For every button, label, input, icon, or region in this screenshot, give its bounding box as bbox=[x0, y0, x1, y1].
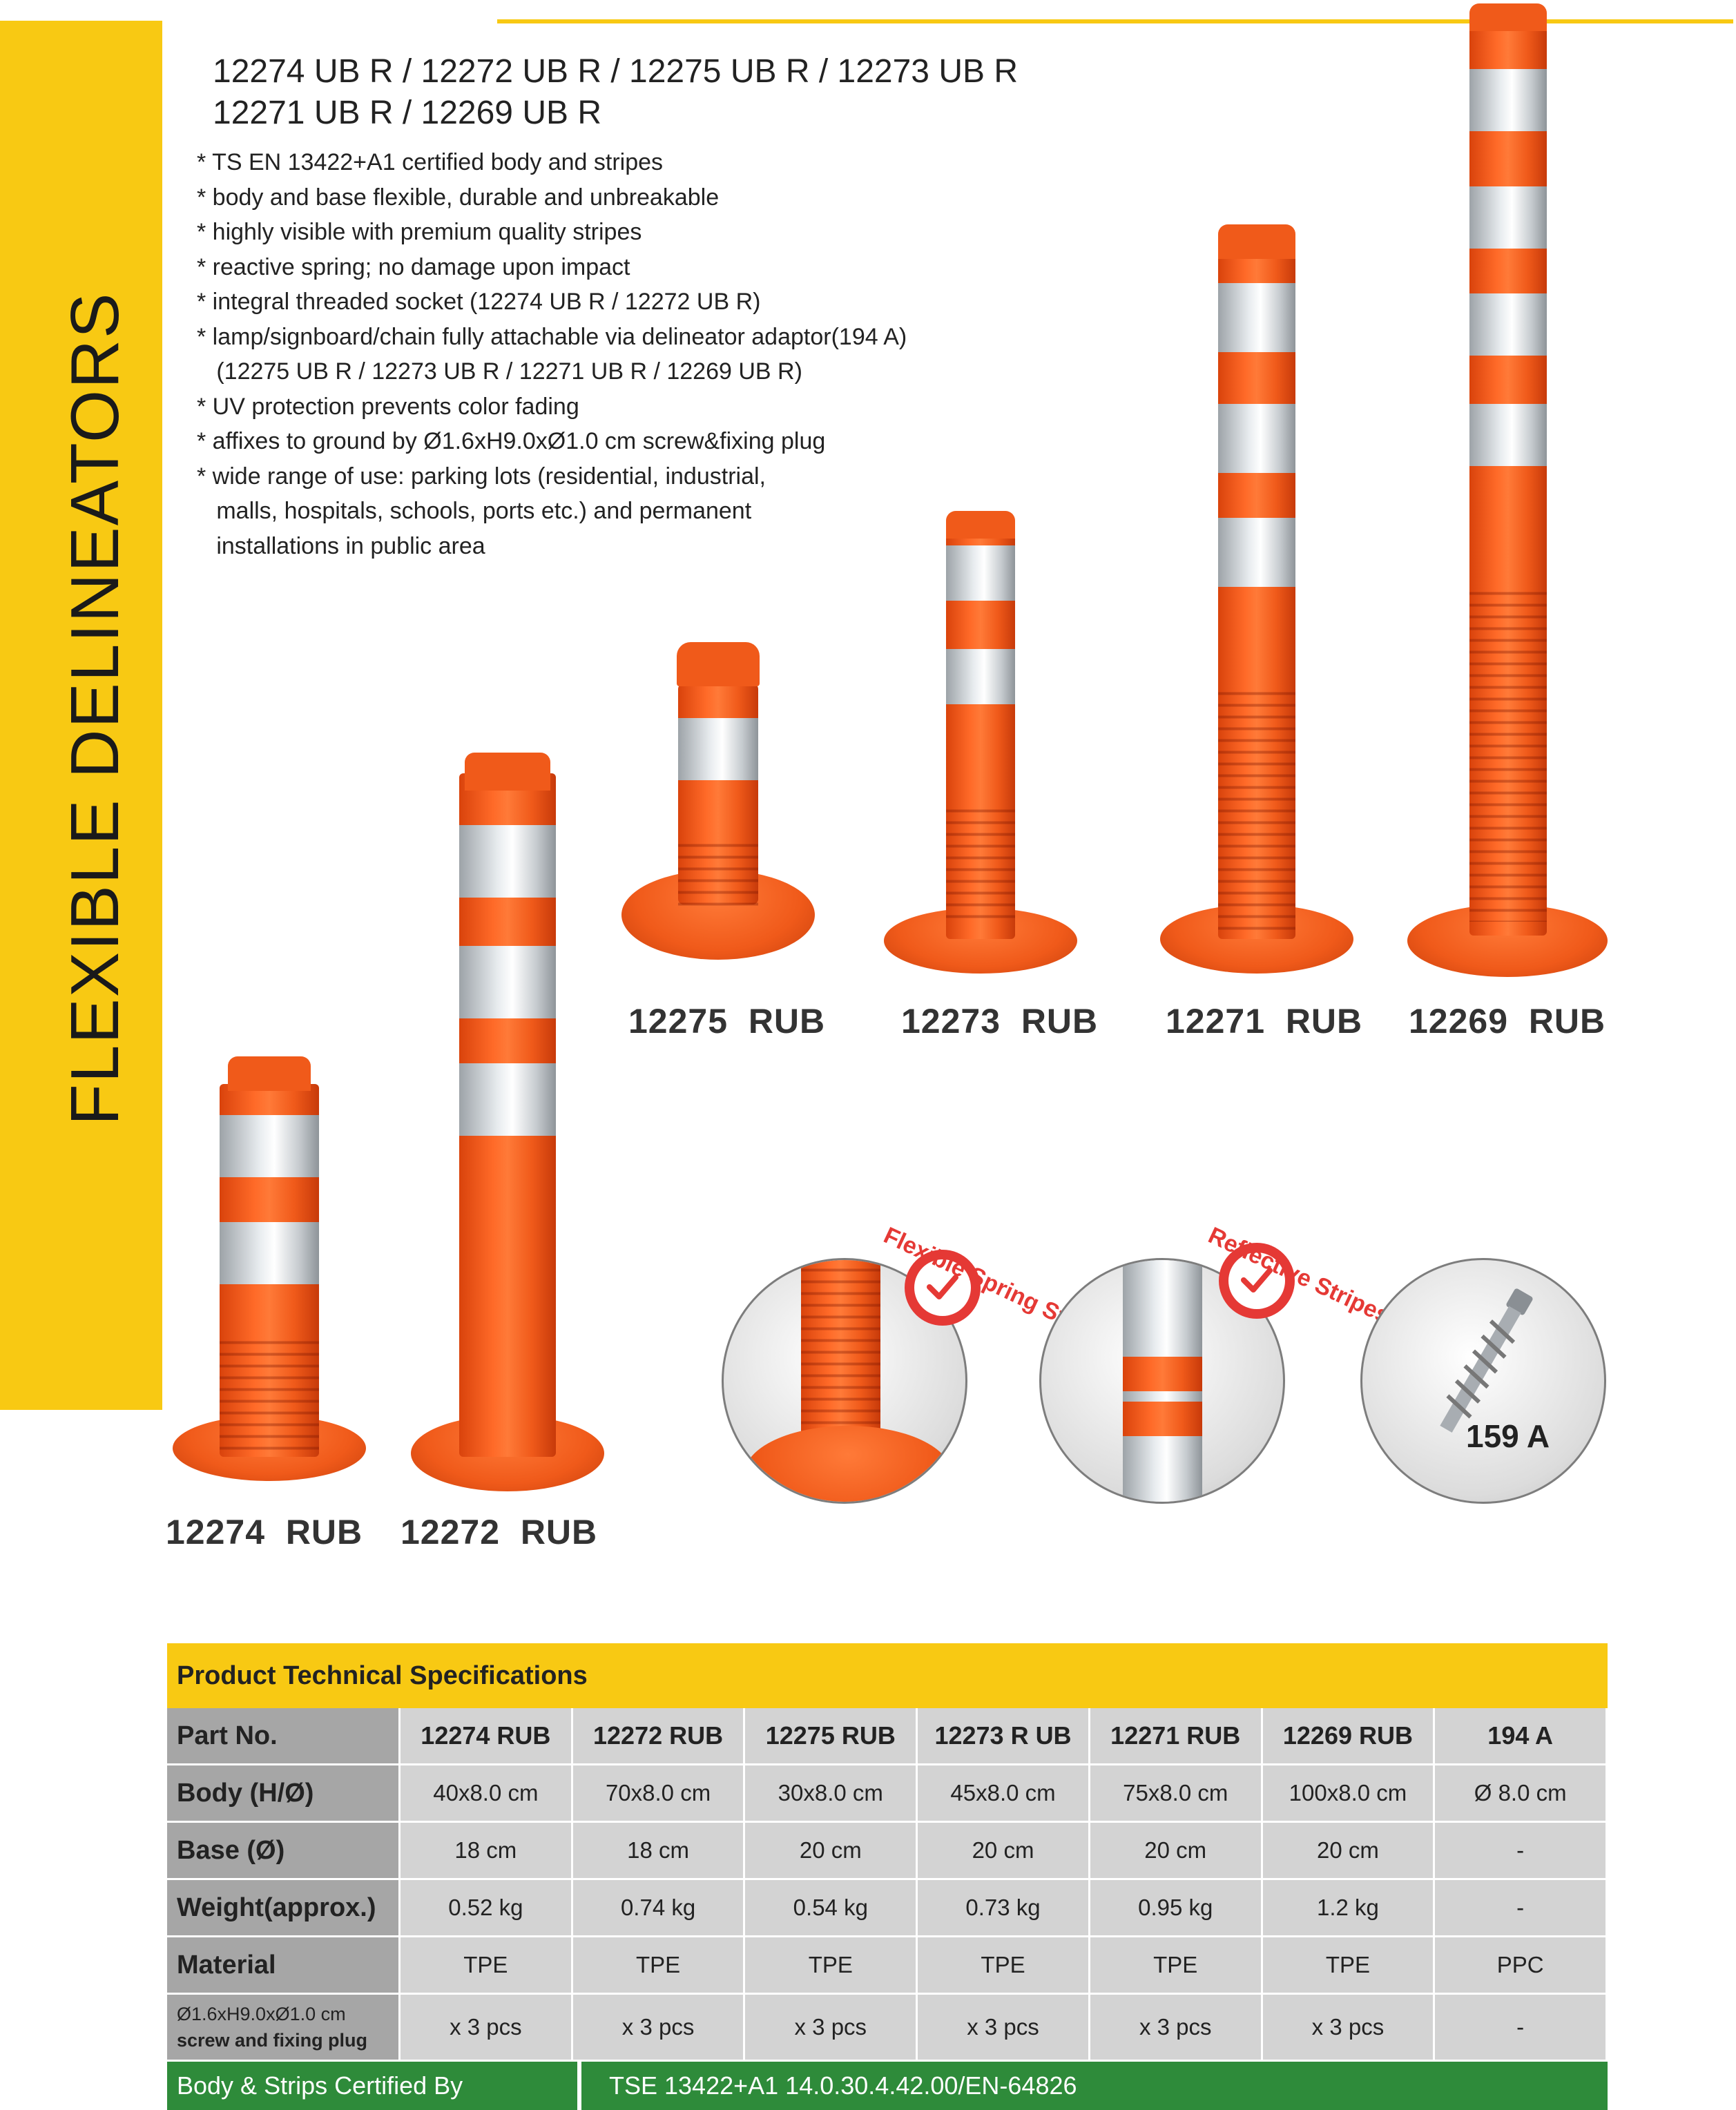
table-cell: 20 cm bbox=[1262, 1823, 1436, 1878]
table-cell: - bbox=[1435, 1995, 1608, 2060]
table-cell: 40x8.0 cm bbox=[401, 1765, 573, 1821]
row-label: Weight(approx.) bbox=[167, 1880, 401, 1935]
product-label-12274: 12274 RUB bbox=[166, 1513, 363, 1551]
feature-item: * integral threaded socket (12274 UB R /… bbox=[197, 289, 761, 315]
table-cell: 0.95 kg bbox=[1090, 1880, 1263, 1935]
cert-value: TSE 13422+A1 14.0.30.4.42.00/EN-64826 bbox=[581, 2062, 1608, 2110]
cert-label: Body & Strips Certified By bbox=[167, 2062, 581, 2110]
product-label-12271: 12271 RUB bbox=[1166, 1002, 1363, 1041]
table-cell: 194 A bbox=[1435, 1708, 1608, 1763]
table-cell: x 3 pcs bbox=[572, 1995, 746, 2060]
top-rule bbox=[497, 19, 1733, 23]
models-heading: 12274 UB R / 12272 UB R / 12275 UB R / 1… bbox=[213, 51, 1018, 134]
table-cell: TPE bbox=[572, 1937, 746, 1993]
table-cell: 12274 RUB bbox=[401, 1708, 573, 1763]
table-row: Ø1.6xH9.0xØ1.0 cm screw and fixing plug … bbox=[167, 1995, 1608, 2062]
product-image-12271 bbox=[1160, 224, 1353, 974]
row-label: Material bbox=[167, 1937, 401, 1993]
check-badge-icon bbox=[1219, 1243, 1295, 1319]
table-cell: x 3 pcs bbox=[1262, 1995, 1436, 2060]
product-image-12273 bbox=[884, 511, 1077, 974]
table-cell: 30x8.0 cm bbox=[745, 1765, 918, 1821]
spec-table: Product Technical Specifications Part No… bbox=[167, 1643, 1608, 2110]
table-cell: 20 cm bbox=[1090, 1823, 1263, 1878]
table-cell: 12269 RUB bbox=[1262, 1708, 1436, 1763]
models-line-1: 12274 UB R / 12272 UB R / 12275 UB R / 1… bbox=[213, 53, 1018, 90]
feature-item: * highly visible with premium quality st… bbox=[197, 219, 642, 245]
table-cell: 70x8.0 cm bbox=[572, 1765, 746, 1821]
table-cell: TPE bbox=[745, 1937, 918, 1993]
table-cell: TPE bbox=[1090, 1937, 1263, 1993]
table-cell: 0.54 kg bbox=[745, 1880, 918, 1935]
table-cell: 75x8.0 cm bbox=[1090, 1765, 1263, 1821]
table-cell: x 3 pcs bbox=[401, 1995, 573, 2060]
table-cell: - bbox=[1435, 1880, 1608, 1935]
table-cell: 18 cm bbox=[401, 1823, 573, 1878]
table-row: Material TPE TPE TPE TPE TPE TPE PPC bbox=[167, 1937, 1608, 1995]
feature-item: * wide range of use: parking lots (resid… bbox=[197, 463, 766, 490]
table-cell: - bbox=[1435, 1823, 1608, 1878]
table-cell: 0.74 kg bbox=[572, 1880, 746, 1935]
feature-item: * body and base flexible, durable and un… bbox=[197, 184, 720, 211]
table-cell: 0.52 kg bbox=[401, 1880, 573, 1935]
table-cell: 12271 RUB bbox=[1090, 1708, 1263, 1763]
screw-part-label: 159 A bbox=[1466, 1418, 1550, 1454]
screw-detail-image: 159 A bbox=[1360, 1258, 1606, 1504]
sidebar-band bbox=[0, 21, 162, 1410]
certification-row: Body & Strips Certified By TSE 13422+A1 … bbox=[167, 2062, 1608, 2110]
product-label-12275: 12275 RUB bbox=[628, 1002, 826, 1041]
check-badge-icon bbox=[905, 1250, 981, 1326]
table-row: Body (H/Ø) 40x8.0 cm 70x8.0 cm 30x8.0 cm… bbox=[167, 1765, 1608, 1823]
table-cell: 0.73 kg bbox=[918, 1880, 1090, 1935]
table-row: Base (Ø) 18 cm 18 cm 20 cm 20 cm 20 cm 2… bbox=[167, 1823, 1608, 1880]
feature-item: malls, hospitals, schools, ports etc.) a… bbox=[197, 498, 752, 524]
table-cell: 12273 R UB bbox=[918, 1708, 1090, 1763]
product-image-12274 bbox=[173, 1056, 366, 1484]
table-cell: 12272 RUB bbox=[572, 1708, 746, 1763]
table-cell: 20 cm bbox=[918, 1823, 1090, 1878]
product-image-12272 bbox=[411, 753, 604, 1498]
row-label: Ø1.6xH9.0xØ1.0 cm screw and fixing plug bbox=[167, 1995, 401, 2060]
table-cell: x 3 pcs bbox=[745, 1995, 918, 2060]
table-cell: x 3 pcs bbox=[1090, 1995, 1263, 2060]
table-cell: 18 cm bbox=[572, 1823, 746, 1878]
table-cell: 20 cm bbox=[745, 1823, 918, 1878]
feature-item: * TS EN 13422+A1 certified body and stri… bbox=[197, 149, 664, 175]
product-label-12269: 12269 RUB bbox=[1409, 1002, 1606, 1041]
feature-item: * UV protection prevents color fading bbox=[197, 393, 579, 420]
table-row: Part No. 12274 RUB 12272 RUB 12275 RUB 1… bbox=[167, 1708, 1608, 1765]
product-label-12273: 12273 RUB bbox=[901, 1002, 1099, 1041]
feature-item: installations in public area bbox=[197, 532, 485, 559]
product-image-12275 bbox=[621, 642, 815, 974]
feature-item: * lamp/signboard/chain fully attachable … bbox=[197, 323, 907, 350]
feature-item: * affixes to ground by Ø1.6xH9.0xØ1.0 cm… bbox=[197, 428, 826, 454]
page-title: FLEXIBLE DELINEATORS bbox=[57, 291, 133, 1125]
table-cell: 100x8.0 cm bbox=[1262, 1765, 1436, 1821]
table-cell: TPE bbox=[918, 1937, 1090, 1993]
table-row: Weight(approx.) 0.52 kg 0.74 kg 0.54 kg … bbox=[167, 1880, 1608, 1937]
row-label-line-1: Ø1.6xH9.0xØ1.0 cm bbox=[177, 2004, 346, 2024]
table-cell: Ø 8.0 cm bbox=[1435, 1765, 1608, 1821]
row-label: Part No. bbox=[167, 1708, 401, 1763]
table-cell: PPC bbox=[1435, 1937, 1608, 1993]
product-image-12269 bbox=[1407, 3, 1608, 977]
spec-table-title: Product Technical Specifications bbox=[167, 1643, 1608, 1708]
table-cell: TPE bbox=[401, 1937, 573, 1993]
row-label: Base (Ø) bbox=[167, 1823, 401, 1878]
table-cell: 45x8.0 cm bbox=[918, 1765, 1090, 1821]
feature-list: * TS EN 13422+A1 certified body and stri… bbox=[197, 145, 907, 563]
models-line-2: 12271 UB R / 12269 UB R bbox=[213, 95, 601, 131]
feature-item: * reactive spring; no damage upon impact bbox=[197, 253, 630, 280]
product-label-12272: 12272 RUB bbox=[401, 1513, 598, 1551]
feature-item: (12275 UB R / 12273 UB R / 12271 UB R / … bbox=[197, 358, 802, 385]
table-cell: 1.2 kg bbox=[1262, 1880, 1436, 1935]
row-label: Body (H/Ø) bbox=[167, 1765, 401, 1821]
reflective-detail-image bbox=[1039, 1258, 1285, 1504]
row-label-line-2: screw and fixing plug bbox=[177, 2030, 368, 2051]
table-cell: 12275 RUB bbox=[745, 1708, 918, 1763]
table-cell: TPE bbox=[1262, 1937, 1436, 1993]
table-cell: x 3 pcs bbox=[918, 1995, 1090, 2060]
